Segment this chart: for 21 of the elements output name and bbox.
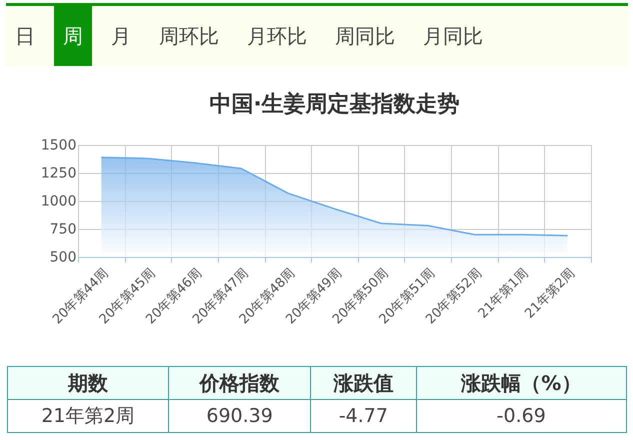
text: 月同比 (422, 23, 484, 50)
chart-title: 中国·生姜周定基指数走势 (209, 91, 460, 117)
y-tick-label: 1250 (40, 166, 76, 182)
text: 月 (110, 23, 132, 50)
text: 期数 (8, 366, 168, 400)
text: 涨跌幅（%） (416, 366, 626, 400)
text: 价格指数 (168, 366, 311, 400)
text: 21年第2周 (8, 400, 168, 432)
y-tick-label: 1000 (40, 194, 76, 210)
text: 日 (14, 23, 36, 50)
text: 周环比 (158, 23, 220, 50)
text: 690.39 (168, 400, 311, 432)
text: 周同比 (334, 23, 396, 50)
text: 周 (54, 6, 92, 66)
y-tick-label: 1500 (40, 138, 76, 154)
text: 涨跌值 (310, 366, 416, 400)
text: 月环比 (246, 23, 308, 50)
y-tick-label: 750 (50, 222, 76, 238)
text: -4.77 (310, 400, 416, 432)
text: -0.69 (416, 400, 626, 432)
y-tick-label: 500 (50, 250, 76, 266)
